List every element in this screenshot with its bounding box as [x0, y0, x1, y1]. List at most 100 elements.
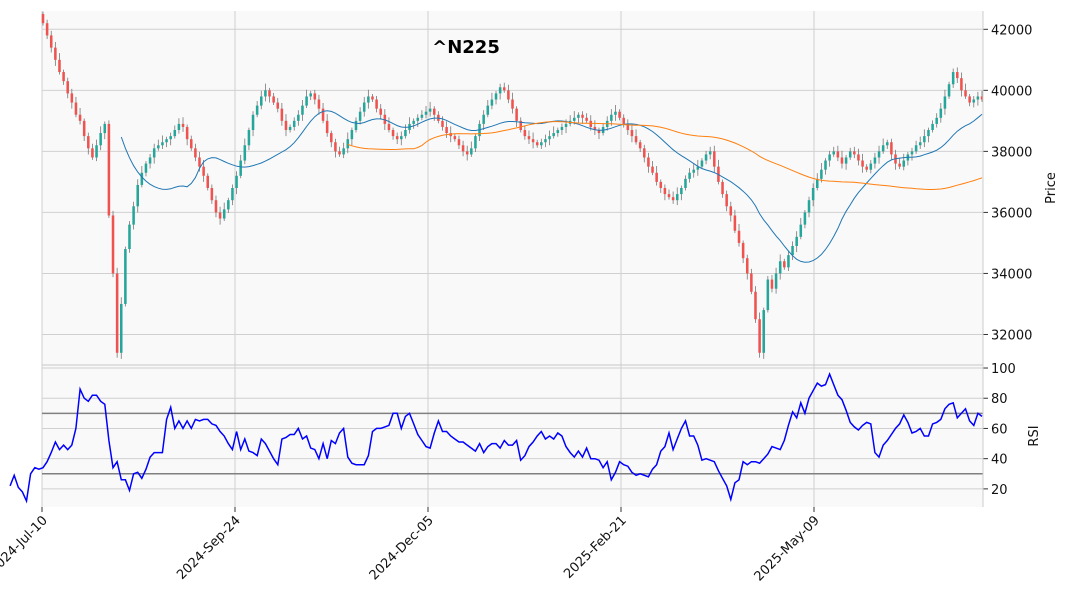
candle-body-95 — [432, 108, 436, 115]
candle-body-49 — [243, 145, 247, 161]
candle-body-48 — [239, 160, 242, 176]
candle-body-105 — [474, 136, 477, 149]
candle-body-138 — [610, 114, 613, 121]
candle-body-122 — [544, 139, 547, 143]
candle-body-146 — [643, 148, 646, 158]
candle-body-116 — [519, 120, 523, 131]
candle-body-201 — [869, 163, 873, 170]
candle-body-161 — [704, 154, 708, 161]
candle-body-190 — [824, 160, 827, 170]
candle-body-78 — [362, 102, 366, 112]
candle-body-94 — [428, 108, 432, 112]
candle-body-134 — [593, 126, 597, 131]
candle-body-64 — [305, 96, 308, 106]
candle-body-108 — [486, 105, 490, 115]
candle-body-3 — [54, 47, 57, 60]
candle-body-111 — [498, 87, 502, 94]
candle-body-132 — [585, 117, 588, 121]
candle-body-182 — [791, 245, 794, 256]
candle-body-212 — [914, 145, 918, 152]
candle-body-196 — [848, 151, 852, 158]
candle-body-45 — [227, 200, 230, 210]
candle-body-91 — [416, 117, 420, 121]
candle-body-131 — [581, 114, 584, 118]
candle-body-187 — [811, 188, 815, 201]
candle-body-167 — [729, 206, 733, 216]
candle-body-202 — [873, 157, 877, 164]
candle-body-171 — [745, 258, 749, 274]
candle-body-166 — [725, 194, 728, 207]
candle-body-81 — [375, 99, 378, 109]
candle-body-86 — [395, 136, 399, 140]
candle-body-57 — [276, 102, 280, 109]
price-panel-background — [42, 11, 983, 365]
candle-body-53 — [260, 96, 263, 106]
candle-body-75 — [350, 130, 354, 140]
price-tick-label-34000: 34000 — [991, 267, 1032, 282]
candle-body-35 — [185, 126, 189, 140]
candle-body-203 — [877, 151, 881, 158]
candle-body-144 — [634, 136, 638, 143]
candle-body-80 — [371, 96, 374, 100]
candle-body-63 — [301, 105, 304, 115]
candle-body-41 — [210, 188, 214, 201]
candle-body-162 — [708, 151, 712, 155]
candle-body-51 — [251, 114, 255, 131]
x-tick-label-0: 2024-Jul-10 — [0, 513, 51, 577]
candle-body-36 — [189, 139, 193, 149]
candle-body-227 — [976, 96, 980, 100]
rsi-tick-label-80: 80 — [991, 392, 1008, 407]
candle-body-160 — [700, 160, 704, 167]
candle-body-219 — [943, 96, 947, 109]
candle-body-33 — [177, 123, 181, 131]
candle-body-185 — [803, 212, 807, 225]
rsi-tick-label-40: 40 — [991, 453, 1008, 468]
candle-body-153 — [671, 197, 675, 201]
candle-body-222 — [956, 72, 959, 79]
candle-body-177 — [770, 279, 774, 289]
chart-title: ^N225 — [432, 37, 500, 58]
candle-body-65 — [309, 93, 312, 97]
rsi-tick-label-20: 20 — [991, 483, 1008, 498]
candle-body-82 — [379, 108, 382, 115]
candle-body-199 — [861, 160, 864, 167]
candle-body-38 — [198, 157, 201, 167]
candle-body-211 — [910, 151, 914, 155]
candle-body-6 — [66, 81, 69, 94]
candle-body-30 — [165, 139, 168, 143]
candle-body-155 — [680, 188, 683, 195]
candle-body-92 — [420, 114, 424, 118]
candle-body-115 — [515, 108, 518, 121]
candle-body-88 — [404, 130, 407, 137]
candle-body-216 — [931, 123, 934, 131]
rsi-line — [9, 372, 983, 504]
candle-body-213 — [918, 142, 922, 146]
x-tick-label-2: 2024-Dec-05 — [367, 513, 437, 583]
candle-body-104 — [470, 148, 473, 155]
rsi-panel-background — [42, 365, 983, 507]
candle-body-121 — [540, 142, 543, 146]
candle-body-16 — [107, 123, 111, 216]
candle-body-204 — [881, 145, 885, 152]
candle-body-192 — [832, 151, 836, 155]
candle-body-133 — [589, 120, 593, 127]
candle-body-120 — [535, 142, 539, 146]
candle-body-159 — [696, 166, 700, 170]
candle-body-193 — [836, 151, 840, 158]
candle-body-79 — [367, 96, 370, 103]
candle-body-11 — [87, 136, 90, 149]
candle-body-74 — [346, 139, 350, 149]
candle-body-62 — [297, 114, 300, 121]
candle-body-181 — [787, 255, 790, 268]
candle-body-93 — [424, 111, 428, 115]
candle-body-110 — [494, 93, 498, 100]
candle-body-173 — [754, 291, 757, 320]
candle-body-12 — [91, 148, 94, 158]
candle-body-37 — [194, 148, 197, 158]
candle-body-175 — [762, 310, 765, 353]
candle-body-68 — [321, 108, 325, 121]
candle-body-46 — [231, 188, 234, 201]
candle-body-117 — [523, 130, 527, 137]
candle-body-112 — [502, 87, 506, 91]
